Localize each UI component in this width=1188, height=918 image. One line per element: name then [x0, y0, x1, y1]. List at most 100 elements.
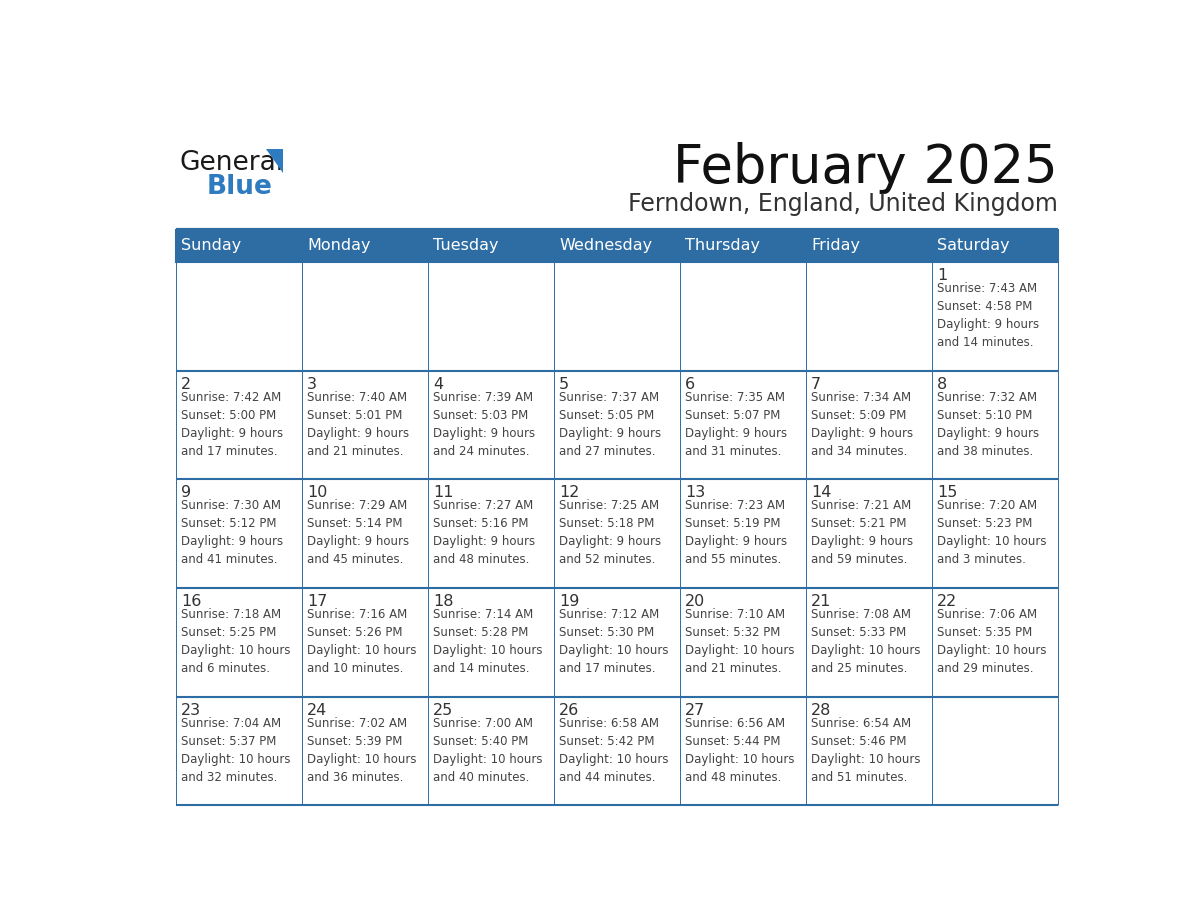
- Text: Sunrise: 7:40 AM
Sunset: 5:01 PM
Daylight: 9 hours
and 21 minutes.: Sunrise: 7:40 AM Sunset: 5:01 PM Dayligh…: [307, 390, 409, 457]
- Text: Sunrise: 7:29 AM
Sunset: 5:14 PM
Daylight: 9 hours
and 45 minutes.: Sunrise: 7:29 AM Sunset: 5:14 PM Dayligh…: [307, 499, 409, 566]
- FancyBboxPatch shape: [805, 371, 931, 479]
- FancyBboxPatch shape: [680, 262, 805, 371]
- Text: Sunrise: 6:58 AM
Sunset: 5:42 PM
Daylight: 10 hours
and 44 minutes.: Sunrise: 6:58 AM Sunset: 5:42 PM Dayligh…: [560, 717, 669, 784]
- Text: Tuesday: Tuesday: [434, 238, 499, 253]
- FancyBboxPatch shape: [805, 230, 931, 262]
- FancyBboxPatch shape: [176, 262, 302, 371]
- Text: 28: 28: [811, 703, 832, 718]
- FancyBboxPatch shape: [428, 230, 554, 262]
- FancyBboxPatch shape: [805, 588, 931, 697]
- FancyBboxPatch shape: [805, 479, 931, 588]
- FancyBboxPatch shape: [680, 479, 805, 588]
- FancyBboxPatch shape: [554, 262, 680, 371]
- Text: 9: 9: [181, 486, 191, 500]
- FancyBboxPatch shape: [302, 371, 428, 479]
- Text: 4: 4: [434, 376, 443, 392]
- FancyBboxPatch shape: [554, 479, 680, 588]
- Text: 3: 3: [307, 376, 317, 392]
- Text: Sunday: Sunday: [181, 238, 241, 253]
- FancyBboxPatch shape: [931, 262, 1057, 371]
- Text: 14: 14: [811, 486, 832, 500]
- Text: Sunrise: 7:18 AM
Sunset: 5:25 PM
Daylight: 10 hours
and 6 minutes.: Sunrise: 7:18 AM Sunset: 5:25 PM Dayligh…: [181, 608, 291, 675]
- Text: Sunrise: 7:12 AM
Sunset: 5:30 PM
Daylight: 10 hours
and 17 minutes.: Sunrise: 7:12 AM Sunset: 5:30 PM Dayligh…: [560, 608, 669, 675]
- Text: 16: 16: [181, 594, 202, 610]
- FancyBboxPatch shape: [554, 230, 680, 262]
- FancyBboxPatch shape: [176, 479, 302, 588]
- FancyBboxPatch shape: [176, 230, 302, 262]
- FancyBboxPatch shape: [302, 697, 428, 805]
- Text: 8: 8: [937, 376, 947, 392]
- Text: 2: 2: [181, 376, 191, 392]
- Text: Sunrise: 7:37 AM
Sunset: 5:05 PM
Daylight: 9 hours
and 27 minutes.: Sunrise: 7:37 AM Sunset: 5:05 PM Dayligh…: [560, 390, 662, 457]
- Text: 25: 25: [434, 703, 454, 718]
- FancyBboxPatch shape: [302, 230, 428, 262]
- FancyBboxPatch shape: [931, 697, 1057, 805]
- Text: 13: 13: [685, 486, 706, 500]
- Text: Sunrise: 7:35 AM
Sunset: 5:07 PM
Daylight: 9 hours
and 31 minutes.: Sunrise: 7:35 AM Sunset: 5:07 PM Dayligh…: [685, 390, 788, 457]
- Text: 7: 7: [811, 376, 821, 392]
- Text: Sunrise: 7:23 AM
Sunset: 5:19 PM
Daylight: 9 hours
and 55 minutes.: Sunrise: 7:23 AM Sunset: 5:19 PM Dayligh…: [685, 499, 788, 566]
- Text: 1: 1: [937, 268, 947, 283]
- FancyBboxPatch shape: [428, 262, 554, 371]
- Text: Sunrise: 7:30 AM
Sunset: 5:12 PM
Daylight: 9 hours
and 41 minutes.: Sunrise: 7:30 AM Sunset: 5:12 PM Dayligh…: [181, 499, 283, 566]
- Text: February 2025: February 2025: [672, 142, 1057, 194]
- Text: Blue: Blue: [207, 174, 272, 200]
- Text: Monday: Monday: [307, 238, 371, 253]
- Text: Sunrise: 7:21 AM
Sunset: 5:21 PM
Daylight: 9 hours
and 59 minutes.: Sunrise: 7:21 AM Sunset: 5:21 PM Dayligh…: [811, 499, 914, 566]
- FancyBboxPatch shape: [931, 588, 1057, 697]
- Text: Sunrise: 7:10 AM
Sunset: 5:32 PM
Daylight: 10 hours
and 21 minutes.: Sunrise: 7:10 AM Sunset: 5:32 PM Dayligh…: [685, 608, 795, 675]
- FancyBboxPatch shape: [680, 588, 805, 697]
- Text: 12: 12: [560, 486, 580, 500]
- Text: 19: 19: [560, 594, 580, 610]
- Text: Thursday: Thursday: [685, 238, 760, 253]
- Text: Sunrise: 7:16 AM
Sunset: 5:26 PM
Daylight: 10 hours
and 10 minutes.: Sunrise: 7:16 AM Sunset: 5:26 PM Dayligh…: [307, 608, 417, 675]
- Text: Sunrise: 7:34 AM
Sunset: 5:09 PM
Daylight: 9 hours
and 34 minutes.: Sunrise: 7:34 AM Sunset: 5:09 PM Dayligh…: [811, 390, 914, 457]
- Text: 10: 10: [307, 486, 328, 500]
- FancyBboxPatch shape: [680, 697, 805, 805]
- Text: Friday: Friday: [811, 238, 860, 253]
- FancyBboxPatch shape: [428, 371, 554, 479]
- Text: Wednesday: Wednesday: [560, 238, 652, 253]
- Text: 5: 5: [560, 376, 569, 392]
- FancyBboxPatch shape: [428, 588, 554, 697]
- Text: 18: 18: [434, 594, 454, 610]
- FancyBboxPatch shape: [931, 230, 1057, 262]
- Text: 22: 22: [937, 594, 958, 610]
- Text: Sunrise: 7:08 AM
Sunset: 5:33 PM
Daylight: 10 hours
and 25 minutes.: Sunrise: 7:08 AM Sunset: 5:33 PM Dayligh…: [811, 608, 921, 675]
- FancyBboxPatch shape: [680, 371, 805, 479]
- Text: Sunrise: 7:06 AM
Sunset: 5:35 PM
Daylight: 10 hours
and 29 minutes.: Sunrise: 7:06 AM Sunset: 5:35 PM Dayligh…: [937, 608, 1047, 675]
- Text: Sunrise: 7:32 AM
Sunset: 5:10 PM
Daylight: 9 hours
and 38 minutes.: Sunrise: 7:32 AM Sunset: 5:10 PM Dayligh…: [937, 390, 1040, 457]
- Text: Sunrise: 7:14 AM
Sunset: 5:28 PM
Daylight: 10 hours
and 14 minutes.: Sunrise: 7:14 AM Sunset: 5:28 PM Dayligh…: [434, 608, 543, 675]
- FancyBboxPatch shape: [176, 697, 302, 805]
- Text: Sunrise: 7:43 AM
Sunset: 4:58 PM
Daylight: 9 hours
and 14 minutes.: Sunrise: 7:43 AM Sunset: 4:58 PM Dayligh…: [937, 282, 1040, 349]
- Text: Ferndown, England, United Kingdom: Ferndown, England, United Kingdom: [627, 192, 1057, 216]
- Text: Sunrise: 7:04 AM
Sunset: 5:37 PM
Daylight: 10 hours
and 32 minutes.: Sunrise: 7:04 AM Sunset: 5:37 PM Dayligh…: [181, 717, 291, 784]
- Text: 24: 24: [307, 703, 327, 718]
- FancyBboxPatch shape: [554, 588, 680, 697]
- Text: Sunrise: 7:27 AM
Sunset: 5:16 PM
Daylight: 9 hours
and 48 minutes.: Sunrise: 7:27 AM Sunset: 5:16 PM Dayligh…: [434, 499, 535, 566]
- FancyBboxPatch shape: [931, 479, 1057, 588]
- FancyBboxPatch shape: [428, 479, 554, 588]
- FancyBboxPatch shape: [176, 588, 302, 697]
- Text: Sunrise: 7:02 AM
Sunset: 5:39 PM
Daylight: 10 hours
and 36 minutes.: Sunrise: 7:02 AM Sunset: 5:39 PM Dayligh…: [307, 717, 417, 784]
- Text: 20: 20: [685, 594, 706, 610]
- FancyBboxPatch shape: [302, 588, 428, 697]
- Text: Sunrise: 6:54 AM
Sunset: 5:46 PM
Daylight: 10 hours
and 51 minutes.: Sunrise: 6:54 AM Sunset: 5:46 PM Dayligh…: [811, 717, 921, 784]
- Text: Sunrise: 7:39 AM
Sunset: 5:03 PM
Daylight: 9 hours
and 24 minutes.: Sunrise: 7:39 AM Sunset: 5:03 PM Dayligh…: [434, 390, 535, 457]
- FancyBboxPatch shape: [176, 371, 302, 479]
- Text: 23: 23: [181, 703, 201, 718]
- Text: 21: 21: [811, 594, 832, 610]
- FancyBboxPatch shape: [805, 262, 931, 371]
- Text: 26: 26: [560, 703, 580, 718]
- Text: Sunrise: 7:42 AM
Sunset: 5:00 PM
Daylight: 9 hours
and 17 minutes.: Sunrise: 7:42 AM Sunset: 5:00 PM Dayligh…: [181, 390, 283, 457]
- FancyBboxPatch shape: [554, 697, 680, 805]
- Text: Saturday: Saturday: [937, 238, 1010, 253]
- FancyBboxPatch shape: [931, 371, 1057, 479]
- Text: General: General: [179, 150, 284, 175]
- Text: 11: 11: [434, 486, 454, 500]
- FancyBboxPatch shape: [302, 262, 428, 371]
- FancyBboxPatch shape: [302, 479, 428, 588]
- Text: Sunrise: 7:20 AM
Sunset: 5:23 PM
Daylight: 10 hours
and 3 minutes.: Sunrise: 7:20 AM Sunset: 5:23 PM Dayligh…: [937, 499, 1047, 566]
- Text: 15: 15: [937, 486, 958, 500]
- Text: Sunrise: 7:00 AM
Sunset: 5:40 PM
Daylight: 10 hours
and 40 minutes.: Sunrise: 7:00 AM Sunset: 5:40 PM Dayligh…: [434, 717, 543, 784]
